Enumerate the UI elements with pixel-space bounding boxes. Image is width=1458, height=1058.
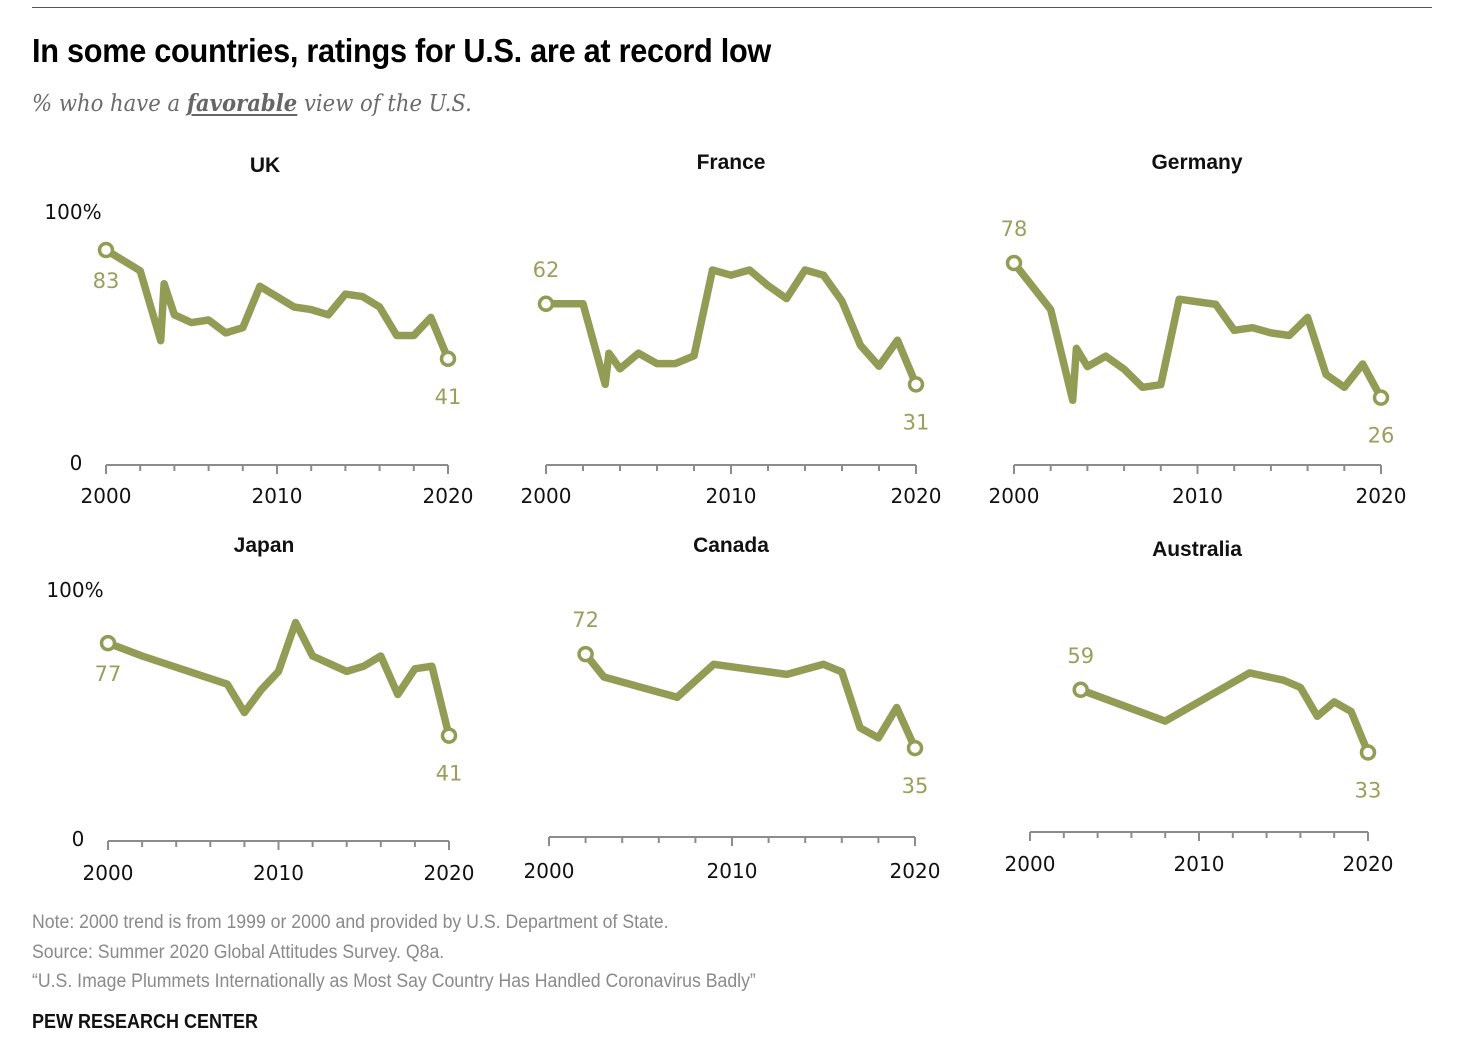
end-label-australia: 33: [1355, 778, 1382, 802]
panel-title-japan: Japan: [234, 534, 295, 557]
x-tick-label-france-2010: 2010: [706, 484, 757, 508]
series-line-france: [542, 266, 920, 389]
end-marker-germany: [1372, 389, 1390, 406]
end-marker-australia: [1359, 744, 1377, 761]
y-tick-label-japan-0: 0: [72, 827, 85, 851]
start-marker-australia: [1072, 681, 1089, 699]
series-line-canada: [581, 650, 919, 752]
chart-title: In some countries, ratings for U.S. are …: [32, 32, 772, 69]
series-line-uk: [102, 246, 452, 363]
start-label-uk: 83: [93, 269, 120, 293]
x-tick-label-australia-2010: 2010: [1174, 852, 1225, 876]
start-marker-france: [537, 295, 555, 313]
start-marker-canada: [577, 645, 594, 663]
start-marker-uk: [97, 241, 115, 259]
notes: Note: 2000 trend is from 1999 or 2000 an…: [32, 908, 756, 997]
panel-title-germany: Germany: [1151, 151, 1242, 174]
panel-title-france: France: [697, 151, 766, 174]
series-line-australia: [1076, 669, 1372, 757]
note-text: Note: 2000 trend is from 1999 or 2000 an…: [32, 912, 669, 933]
chart-subtitle: % who have a favorable view of the U.S.: [32, 90, 472, 117]
subtitle-suffix: view of the U.S.: [297, 91, 472, 117]
start-marker-japan: [99, 634, 117, 652]
x-tick-label-france-2020: 2020: [891, 484, 942, 508]
start-label-france: 62: [533, 258, 560, 282]
start-label-canada: 72: [572, 608, 599, 632]
start-label-germany: 78: [1001, 217, 1028, 241]
end-label-canada: 35: [902, 774, 929, 798]
x-tick-label-australia-2000: 2000: [1005, 852, 1056, 876]
end-marker-canada: [906, 739, 924, 757]
start-label-japan: 77: [95, 662, 122, 686]
subtitle-emphasis: favorable: [186, 90, 298, 117]
panel-title-uk: UK: [250, 154, 280, 177]
series-line-germany: [1010, 259, 1385, 405]
source-text: Source: Summer 2020 Global Attitudes Sur…: [32, 941, 445, 963]
end-label-uk: 41: [435, 385, 462, 409]
subtitle-prefix: % who have a: [32, 91, 187, 117]
x-tick-label-australia-2020: 2020: [1343, 852, 1394, 876]
y-tick-label-uk-0: 0: [70, 451, 83, 475]
y-tick-label-japan-100: 100%: [46, 578, 103, 602]
x-tick-label-france-2000: 2000: [521, 484, 572, 508]
x-tick-label-uk-2010: 2010: [252, 484, 303, 508]
report-title: “U.S. Image Plummets Internationally as …: [32, 971, 756, 992]
x-tick-label-japan-2000: 2000: [83, 861, 134, 885]
start-marker-germany: [1005, 254, 1023, 272]
x-tick-label-germany-2020: 2020: [1356, 484, 1407, 508]
x-tick-label-germany-2010: 2010: [1172, 484, 1223, 508]
x-tick-label-germany-2000: 2000: [989, 484, 1040, 508]
start-label-australia: 59: [1067, 644, 1094, 668]
x-tick-label-canada-2020: 2020: [890, 859, 941, 883]
end-marker-uk: [439, 350, 457, 368]
x-tick-label-uk-2000: 2000: [81, 484, 132, 508]
end-label-japan: 41: [436, 762, 463, 786]
x-tick-label-canada-2010: 2010: [707, 859, 758, 883]
panel-title-australia: Australia: [1152, 538, 1242, 561]
top-rule: [32, 7, 1432, 8]
x-tick-label-uk-2020: 2020: [423, 484, 474, 508]
end-label-france: 31: [903, 410, 930, 434]
end-marker-japan: [440, 727, 458, 744]
series-line-japan: [104, 618, 453, 740]
panel-title-canada: Canada: [693, 534, 769, 557]
end-marker-france: [907, 376, 925, 393]
x-tick-label-japan-2020: 2020: [424, 861, 475, 885]
x-tick-label-japan-2010: 2010: [253, 861, 304, 885]
brand-logo-text: PEW RESEARCH CENTER: [32, 1011, 259, 1033]
x-tick-label-canada-2000: 2000: [524, 859, 575, 883]
y-tick-label-uk-100: 100%: [44, 200, 101, 224]
end-label-germany: 26: [1368, 424, 1395, 448]
